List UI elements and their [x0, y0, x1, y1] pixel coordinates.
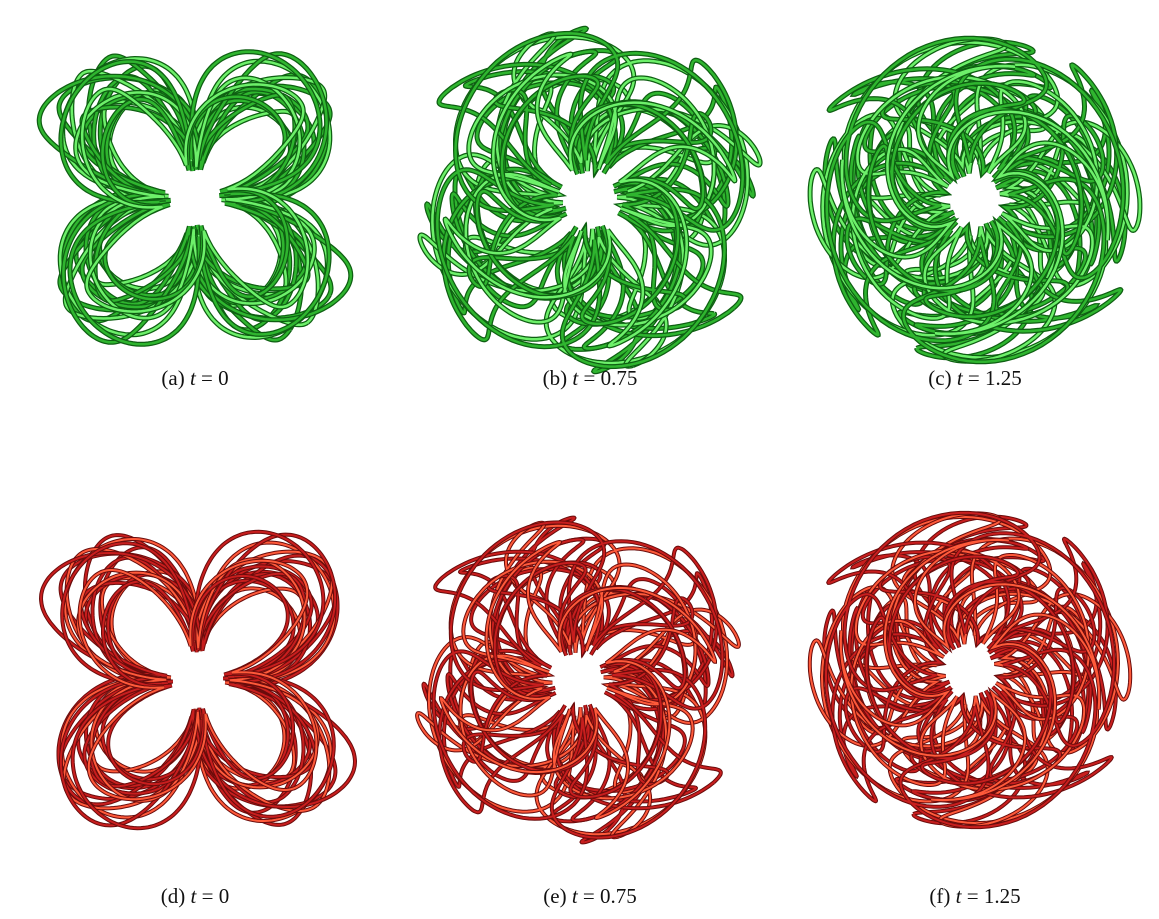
tube-rendering: [39, 52, 351, 345]
caption-label: (d): [161, 884, 186, 908]
tube-rendering: [420, 28, 760, 371]
caption-relation: =: [967, 884, 979, 908]
caption: (d) t = 0: [45, 884, 345, 909]
caption: (e) t = 0.75: [440, 884, 740, 909]
tube-rendering: [417, 518, 739, 843]
caption-value: 0: [218, 366, 229, 390]
caption-relation: =: [583, 884, 595, 908]
caption-relation: =: [202, 884, 214, 908]
caption-value: 0.75: [601, 366, 638, 390]
caption-relation: =: [584, 366, 596, 390]
caption-value: 0.75: [600, 884, 637, 908]
caption: (f) t = 1.25: [825, 884, 1125, 909]
figure: [0, 0, 1159, 919]
caption: (c) t = 1.25: [825, 366, 1125, 391]
caption: (b) t = 0.75: [440, 366, 740, 391]
caption-variable: t: [572, 884, 578, 908]
tube-rendering: [810, 38, 1140, 361]
caption-label: (a): [161, 366, 184, 390]
caption-variable: t: [956, 884, 962, 908]
figure-page: (a) t = 0 (b) t = 0.75 (c) t = 1.25 (d) …: [0, 0, 1159, 919]
tube-outline: [41, 535, 355, 826]
caption-value: 1.25: [984, 884, 1021, 908]
tube-rendering: [810, 513, 1130, 827]
caption-relation: =: [968, 366, 980, 390]
caption-label: (f): [929, 884, 950, 908]
caption-value: 1.25: [985, 366, 1022, 390]
tube: [103, 576, 293, 784]
caption-variable: t: [957, 366, 963, 390]
caption-variable: t: [572, 366, 578, 390]
caption-variable: t: [191, 884, 197, 908]
caption-label: (e): [543, 884, 566, 908]
tube-rendering: [41, 532, 355, 828]
tube: [41, 535, 355, 826]
caption-value: 0: [219, 884, 230, 908]
caption-relation: =: [201, 366, 213, 390]
caption-label: (b): [543, 366, 568, 390]
caption-label: (c): [928, 366, 951, 390]
caption: (a) t = 0: [45, 366, 345, 391]
caption-variable: t: [190, 366, 196, 390]
